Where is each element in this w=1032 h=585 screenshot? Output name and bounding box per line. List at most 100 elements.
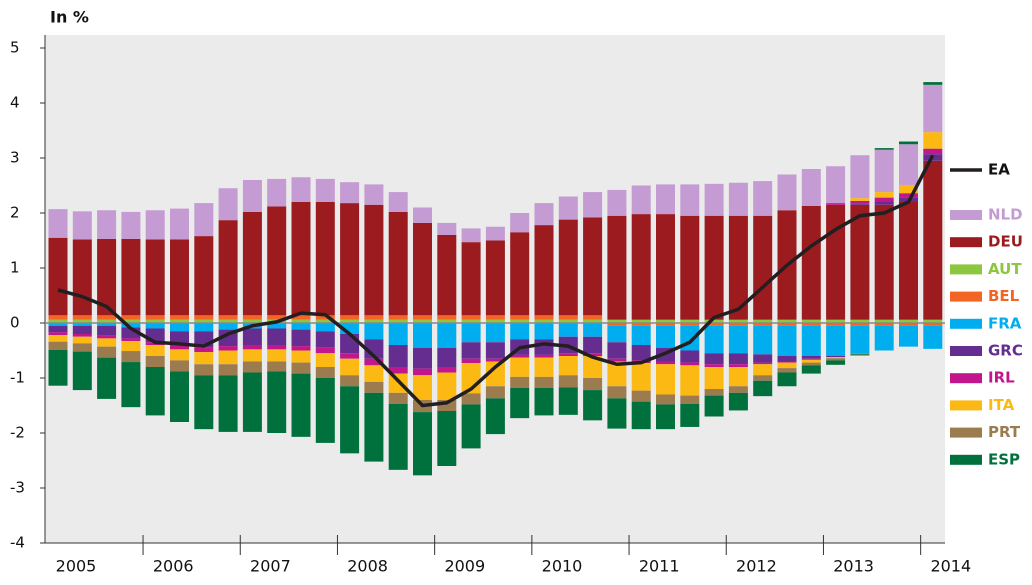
- bar-segment: [145, 319, 165, 323]
- bar-segment: [291, 373, 311, 437]
- bar-segment: [291, 319, 311, 323]
- bar-segment: [364, 204, 384, 316]
- bar-segment: [340, 386, 360, 454]
- bar-segment: [534, 354, 554, 358]
- bar-segment: [242, 211, 262, 316]
- bar-segment: [704, 183, 724, 216]
- legend-label: AUT: [988, 260, 1022, 278]
- bar-segment: [680, 184, 700, 216]
- bar-segment: [728, 353, 748, 365]
- bar-segment: [267, 349, 287, 362]
- bar-segment: [801, 356, 821, 359]
- bar-segment: [777, 368, 797, 373]
- bar-segment: [631, 401, 651, 430]
- bar-segment: [607, 358, 627, 362]
- bar-segment: [510, 319, 530, 323]
- x-tick-label: 2013: [833, 557, 874, 576]
- bar-segment: [315, 202, 335, 316]
- bar-segment: [607, 342, 627, 359]
- bar-segment: [461, 358, 481, 364]
- bar-segment: [461, 342, 481, 359]
- bar-segment: [753, 323, 773, 326]
- bar-segment: [607, 319, 627, 323]
- bar-segment: [656, 364, 675, 395]
- bar-segment: [485, 240, 505, 316]
- bar-segment: [72, 351, 92, 391]
- bar-segment: [72, 343, 92, 352]
- bar-segment: [413, 368, 432, 376]
- bar-segment: [437, 347, 457, 367]
- y-tick-label: -2: [10, 424, 25, 442]
- bar-segment: [728, 319, 748, 323]
- legend-swatch: [950, 210, 982, 220]
- bar-segment: [121, 238, 141, 316]
- bar-segment: [97, 323, 117, 326]
- bar-segment: [558, 356, 578, 376]
- bar-segment: [874, 204, 894, 320]
- legend-label: ITA: [988, 396, 1015, 414]
- bar-segment: [899, 184, 918, 194]
- bar-segment: [267, 178, 287, 207]
- bar-segment: [753, 362, 773, 365]
- bar-segment: [485, 319, 505, 323]
- bar-segment: [631, 323, 651, 326]
- bar-segment: [680, 365, 700, 396]
- bar-segment: [656, 323, 675, 326]
- bar-segment: [510, 376, 530, 388]
- bar-segment: [364, 392, 384, 462]
- bar-segment: [753, 215, 773, 320]
- bar-segment: [558, 196, 578, 220]
- bar-segment: [583, 336, 603, 354]
- bar-segment: [194, 352, 214, 365]
- bar-segment: [461, 228, 481, 243]
- legend-swatch: [950, 400, 982, 411]
- bar-segment: [97, 357, 117, 399]
- bar-segment: [437, 235, 457, 316]
- bar-segment: [388, 323, 408, 345]
- bar-segment: [801, 325, 821, 356]
- bar-segment: [874, 148, 894, 150]
- bar-segment: [923, 82, 943, 85]
- bar-segment: [291, 346, 311, 351]
- bar-segment: [510, 232, 530, 316]
- bar-segment: [728, 386, 748, 393]
- bar-segment: [923, 84, 943, 133]
- bar-segment: [826, 323, 846, 326]
- legend-swatch: [950, 264, 982, 275]
- bar-segment: [121, 338, 141, 342]
- bar-segment: [170, 319, 189, 323]
- bar-segment: [753, 364, 773, 376]
- bar-segment: [899, 193, 918, 198]
- bar-segment: [583, 390, 603, 421]
- x-tick-label: 2012: [736, 557, 777, 576]
- bar-segment: [364, 184, 384, 205]
- bar-segment: [291, 202, 311, 316]
- bar-segment: [437, 400, 457, 411]
- legend-swatch: [950, 318, 982, 329]
- bar-segment: [680, 362, 700, 366]
- bar-segment: [510, 315, 530, 320]
- bar-segment: [242, 349, 262, 362]
- bar-segment: [753, 181, 773, 216]
- bar-segment: [728, 323, 748, 326]
- bar-segment: [48, 335, 68, 342]
- bar-segment: [826, 204, 846, 320]
- bar-segment: [315, 178, 335, 202]
- bar-segment: [850, 353, 870, 355]
- bar-segment: [437, 411, 457, 466]
- bar-segment: [461, 315, 481, 320]
- bar-segment: [534, 376, 554, 388]
- bar-segment: [145, 210, 165, 240]
- bar-segment: [704, 323, 724, 326]
- bar-segment: [631, 325, 651, 345]
- bar-segment: [437, 222, 457, 235]
- bar-segment: [607, 386, 627, 399]
- bar-segment: [534, 357, 554, 377]
- bar-segment: [291, 315, 311, 320]
- legend-label: BEL: [988, 287, 1020, 305]
- legend-label: EA: [988, 161, 1010, 179]
- bar-segment: [461, 319, 481, 323]
- bar-segment: [680, 323, 700, 326]
- bar-segment: [534, 225, 554, 316]
